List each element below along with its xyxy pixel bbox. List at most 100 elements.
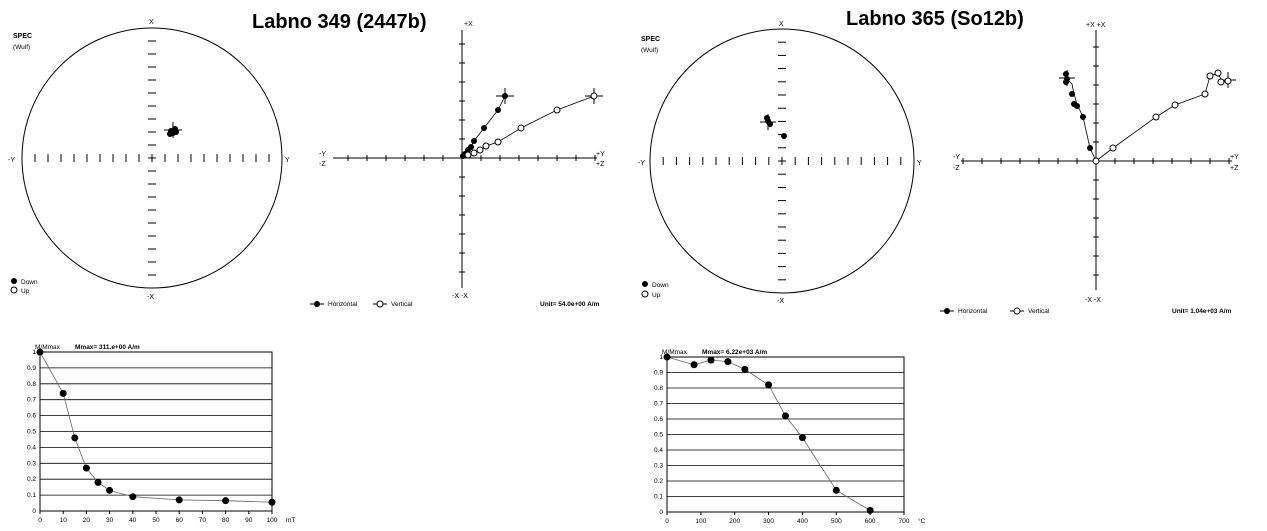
legend-up-marker <box>641 290 649 298</box>
legend-horizontal-marker <box>314 301 320 307</box>
legend-vertical-marker <box>376 300 384 308</box>
axis-label-bottom: -X <box>147 294 154 301</box>
zij-label-right-y: +Y <box>596 151 605 158</box>
y-tick-label: 0.5 <box>654 432 663 439</box>
x-tick-label: 100 <box>267 517 278 524</box>
y-tick-label: 0.9 <box>654 370 663 377</box>
zij-vertical-points <box>464 92 598 159</box>
panel-title-right: Labno 365 (So12b) <box>846 8 1024 30</box>
stereonet-data-points <box>164 122 182 138</box>
y-tick-label: 0.7 <box>654 401 663 408</box>
data-point <box>129 493 137 501</box>
legend-up-label: Up <box>21 288 30 295</box>
x-tick-label: 0 <box>38 517 42 524</box>
legend-horizontal-marker <box>944 308 950 314</box>
zij-label-left-y: -Y <box>953 154 960 161</box>
x-tick-label: 500 <box>831 518 842 525</box>
legend-vertical-label: Vertical <box>1028 308 1050 315</box>
y-tick-label: 1 <box>659 354 663 361</box>
axis-label-right: Y <box>285 157 290 164</box>
data-point-down <box>167 131 173 137</box>
zijderveld-right: +X +X -X -X -Y -Z +Y +Z <box>940 22 1239 315</box>
legend-down-label: Down <box>21 279 38 286</box>
chart-title: Mmax= 311.e+00 A/m <box>75 344 140 351</box>
data-point-down <box>173 129 179 135</box>
y-tick-label: 0 <box>659 509 663 516</box>
y-tick-label: 0.1 <box>27 492 36 499</box>
x-tick-label: 700 <box>899 518 910 525</box>
x-tick-label: 300 <box>763 518 774 525</box>
zij-ticks <box>962 46 1230 276</box>
data-point <box>707 356 715 364</box>
zij-label-right-z: +Z <box>596 161 605 168</box>
zij-label-bottom: -X -X <box>452 293 468 300</box>
legend-horizontal-label: Horizontal <box>328 301 358 308</box>
panel-title-left: Labno 349 (2447b) <box>252 11 427 33</box>
x-tick-label: 70 <box>199 517 207 524</box>
y-tick-label: 0.8 <box>654 385 663 392</box>
x-tick-label: 50 <box>152 517 160 524</box>
stereonet-ticks <box>662 41 902 281</box>
legend-up-marker <box>10 286 18 294</box>
stereonet-header: SPEC <box>641 36 660 43</box>
zij-label-right-z: +Z <box>1230 165 1239 172</box>
zij-vertical-points <box>1092 69 1232 165</box>
x-tick-label: 400 <box>797 518 808 525</box>
x-tick-label: 600 <box>865 518 876 525</box>
x-tick-label: 0 <box>665 518 669 525</box>
stereonet-ticks <box>34 40 270 276</box>
data-point <box>690 361 698 369</box>
data-point <box>94 478 102 486</box>
data-point <box>106 486 114 494</box>
zij-label-left-z: -Z <box>319 161 326 168</box>
data-point <box>663 353 671 361</box>
legend-vertical-marker <box>1013 307 1021 315</box>
data-point <box>741 365 749 373</box>
series-line <box>666 356 871 511</box>
zij-label-top: +X <box>464 21 473 28</box>
zij-label-top: +X +X <box>1086 22 1106 29</box>
data-point <box>724 358 732 366</box>
y-tick-label: 0.4 <box>27 444 36 451</box>
x-tick-label: 80 <box>222 517 230 524</box>
stereonet-subheader: (Wulf) <box>641 47 658 54</box>
zij-ticks <box>347 43 596 273</box>
data-point <box>866 506 874 514</box>
zij-unit: Unit= 54.0e+00 A/m <box>540 301 600 308</box>
y-tick-label: 0.2 <box>27 476 36 483</box>
data-point <box>765 381 773 389</box>
demag-chart-left: M/Mmax Mmax= 311.e+00 A/m 0 0.1 0.2 0.3 0.4 0.5… <box>27 344 295 524</box>
y-tick-label: 0.9 <box>27 365 36 372</box>
x-tick-label: 40 <box>129 517 137 524</box>
axis-label-top: X <box>149 19 154 26</box>
axis-label-left: -Y <box>8 157 15 164</box>
data-point <box>71 434 79 442</box>
y-axis-label: M/Mmax <box>662 349 688 356</box>
stereonet-circle <box>649 28 915 294</box>
data-point <box>82 464 90 472</box>
axis-label-left: -Y <box>638 160 645 167</box>
y-tick-label: 0.1 <box>654 494 663 501</box>
zij-label-left-z: -Z <box>953 165 960 172</box>
stereonet-header: SPEC <box>13 33 32 40</box>
stereonet-subheader: (Wulf) <box>13 44 30 51</box>
legend-down-label: Down <box>652 282 669 289</box>
stereonet-right: SPEC (Wulf) X -X -Y Y Down Up <box>638 21 922 305</box>
data-point <box>268 498 276 506</box>
data-point <box>36 348 44 356</box>
zij-horizontal-points <box>460 93 508 159</box>
zijderveld-left: +X -X -X -Y -Z +Y +Z <box>310 21 605 308</box>
x-unit-label: mT <box>286 517 295 524</box>
y-tick-label: 0.6 <box>27 413 36 420</box>
axis-label-right: Y <box>917 160 922 167</box>
y-tick-label: 0.6 <box>654 416 663 423</box>
legend-down-marker <box>11 278 17 284</box>
x-tick-label: 200 <box>729 518 740 525</box>
series-line <box>39 351 273 503</box>
legend-down-marker <box>642 281 648 287</box>
y-tick-label: 0.8 <box>27 381 36 388</box>
y-tick-label: 0.3 <box>654 463 663 470</box>
data-point <box>222 497 230 505</box>
demag-chart-right: M/Mmax Mmax= 6.22e+03 A/m 0 0.1 0.2 0.3 0.4 0.5… <box>654 349 926 525</box>
